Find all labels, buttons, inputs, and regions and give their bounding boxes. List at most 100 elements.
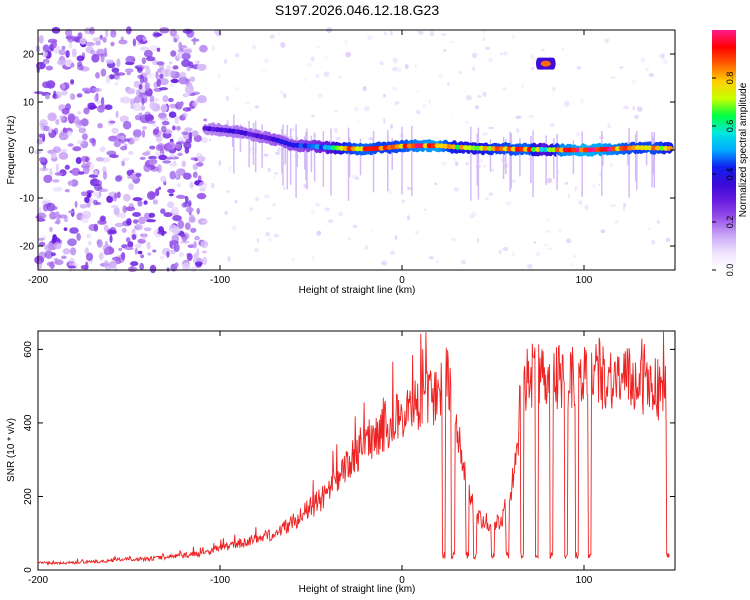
noise-speck bbox=[99, 146, 106, 153]
noise-speck bbox=[49, 261, 55, 269]
noise-speck bbox=[126, 88, 136, 95]
snr-y-tick-label: 600 bbox=[23, 341, 34, 358]
noise-speck bbox=[503, 51, 508, 56]
noise-speck bbox=[370, 229, 376, 232]
noise-speck bbox=[75, 120, 82, 128]
noise-speck bbox=[64, 164, 70, 170]
noise-speck bbox=[116, 191, 121, 199]
noise-speck bbox=[79, 204, 88, 209]
noise-speck bbox=[84, 247, 90, 255]
noise-speck bbox=[383, 117, 386, 124]
noise-speck bbox=[179, 71, 187, 78]
noise-speck bbox=[38, 156, 46, 163]
noise-speck bbox=[631, 79, 637, 84]
noise-speck bbox=[315, 45, 322, 48]
noise-speck bbox=[401, 199, 405, 204]
noise-speck bbox=[249, 207, 254, 212]
noise-speck bbox=[156, 61, 165, 66]
noise-speck bbox=[65, 50, 70, 58]
noise-speck bbox=[223, 58, 228, 64]
noise-speck bbox=[169, 83, 174, 88]
noise-speck bbox=[201, 250, 207, 254]
noise-speck bbox=[96, 195, 101, 199]
noise-speck bbox=[488, 192, 494, 196]
noise-speck bbox=[127, 241, 134, 248]
noise-speck bbox=[183, 49, 193, 54]
noise-speck bbox=[149, 264, 157, 274]
noise-speck bbox=[95, 157, 104, 162]
noise-speck bbox=[484, 46, 491, 51]
noise-speck bbox=[414, 63, 417, 69]
noise-speck bbox=[37, 237, 45, 241]
noise-speck bbox=[67, 265, 77, 269]
noise-speck bbox=[472, 66, 476, 72]
noise-speck bbox=[267, 167, 271, 173]
snr-panel: -200 -100 0 100 0 200 400 600 Height of straig… bbox=[6, 330, 676, 595]
noise-speck bbox=[203, 118, 208, 122]
colorbar-ticks: 0.0 0.2 0.4 0.6 0.8 bbox=[712, 72, 735, 276]
noise-speck bbox=[226, 190, 230, 193]
noise-speck bbox=[549, 122, 555, 128]
noise-speck bbox=[132, 38, 137, 47]
noise-speck bbox=[71, 93, 76, 100]
noise-speck bbox=[323, 71, 330, 77]
noise-speck bbox=[622, 206, 626, 212]
noise-speck bbox=[558, 228, 562, 233]
noise-speck bbox=[100, 53, 105, 63]
noise-speck bbox=[70, 247, 77, 256]
noise-speck bbox=[58, 214, 68, 219]
noise-speck bbox=[43, 125, 50, 132]
noise-speck bbox=[366, 35, 373, 41]
noise-speck bbox=[66, 34, 75, 43]
noise-speck bbox=[530, 53, 535, 60]
noise-speck bbox=[168, 97, 174, 103]
noise-speck bbox=[160, 104, 168, 113]
noise-speck bbox=[120, 96, 131, 104]
noise-speck bbox=[176, 125, 181, 131]
noise-speck bbox=[138, 112, 143, 117]
noise-speck bbox=[441, 33, 446, 36]
noise-speck bbox=[125, 138, 131, 142]
noise-speck bbox=[540, 48, 545, 52]
noise-speck bbox=[662, 58, 668, 65]
noise-speck bbox=[77, 64, 84, 71]
noise-speck bbox=[156, 78, 162, 88]
noise-speck bbox=[49, 167, 53, 177]
noise-speck bbox=[176, 141, 186, 145]
noise-speck bbox=[159, 73, 164, 79]
noise-speck bbox=[316, 230, 322, 236]
noise-speck bbox=[94, 94, 98, 102]
noise-speck bbox=[471, 52, 478, 59]
noise-speck bbox=[81, 210, 92, 219]
noise-speck bbox=[306, 63, 313, 68]
noise-speck bbox=[388, 189, 392, 195]
noise-speck bbox=[80, 118, 89, 127]
noise-speck bbox=[174, 262, 179, 268]
noise-speck bbox=[269, 34, 275, 39]
noise-speck bbox=[389, 124, 394, 129]
noise-speck bbox=[149, 95, 155, 103]
noise-speck bbox=[143, 227, 152, 232]
noise-speck bbox=[186, 107, 191, 111]
noise-speck bbox=[147, 252, 152, 256]
noise-speck bbox=[79, 37, 87, 45]
noise-speck bbox=[93, 223, 99, 232]
noise-speck bbox=[67, 238, 77, 247]
noise-speck bbox=[272, 203, 276, 206]
noise-speck bbox=[171, 207, 179, 214]
noise-speck bbox=[39, 241, 46, 247]
spectrogram-y-tick-label: -10 bbox=[20, 194, 35, 205]
noise-speck bbox=[544, 244, 549, 247]
noise-speck bbox=[106, 195, 114, 203]
noise-speck bbox=[137, 250, 143, 255]
noise-speck bbox=[160, 208, 166, 214]
noise-speck bbox=[41, 50, 48, 58]
noise-speck bbox=[637, 106, 643, 112]
noise-speck bbox=[114, 82, 119, 86]
noise-speck bbox=[98, 252, 104, 261]
noise-speck bbox=[168, 61, 173, 65]
noise-speck bbox=[527, 157, 531, 161]
noise-speck bbox=[125, 206, 136, 212]
noise-speck bbox=[167, 188, 176, 194]
